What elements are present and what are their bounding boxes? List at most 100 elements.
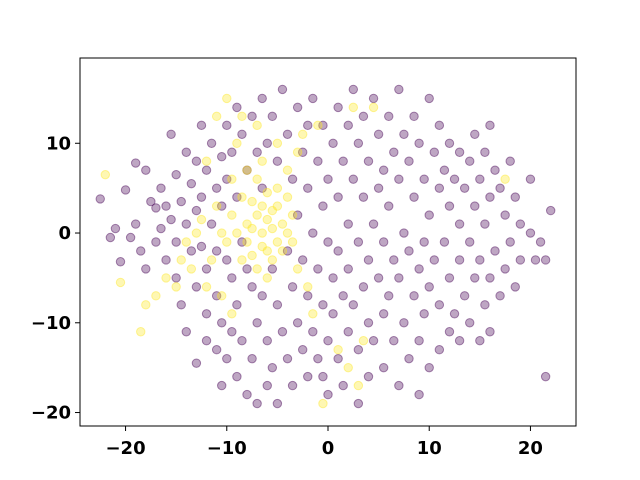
- scatter-point: [414, 264, 424, 274]
- scatter-point: [191, 228, 202, 238]
- scatter-point: [222, 174, 232, 184]
- scatter-point: [227, 174, 237, 184]
- scatter-point: [262, 246, 272, 256]
- scatter-point: [201, 282, 212, 292]
- scatter-point: [485, 192, 495, 202]
- scatter-point: [515, 219, 526, 229]
- scatter-point: [237, 111, 247, 122]
- scatter-point: [368, 93, 379, 104]
- scatter-point: [399, 129, 409, 139]
- scatter-point: [267, 205, 278, 216]
- scatter-point: [222, 120, 232, 131]
- scatter-point: [480, 219, 490, 229]
- scatter-point: [303, 120, 313, 131]
- scatter-point: [414, 138, 424, 148]
- scatter-point: [211, 201, 222, 211]
- scatter-point: [171, 282, 181, 292]
- scatter-point: [141, 165, 151, 175]
- scatter-point: [191, 156, 202, 166]
- scatter-point: [485, 327, 495, 337]
- scatter-point: [130, 158, 141, 168]
- scatter-point: [227, 327, 237, 337]
- scatter-point: [282, 353, 293, 364]
- scatter-point: [434, 300, 445, 310]
- scatter-point: [201, 165, 212, 175]
- scatter-point: [500, 174, 510, 184]
- scatter-point: [262, 187, 272, 198]
- scatter-point: [358, 336, 369, 346]
- scatter-point: [338, 380, 348, 391]
- scatter-point: [171, 273, 181, 283]
- x-tick-label: 20: [518, 438, 543, 459]
- scatter-point: [378, 362, 389, 373]
- scatter-point: [262, 273, 272, 283]
- scatter-point: [353, 138, 364, 148]
- scatter-point: [125, 232, 136, 243]
- scatter-point: [373, 183, 384, 193]
- scatter-point: [449, 174, 460, 184]
- y-tick-label: 10: [46, 133, 71, 154]
- scatter-point: [242, 165, 252, 175]
- scatter-point: [242, 264, 252, 274]
- scatter-point: [394, 380, 404, 391]
- scatter-point: [120, 185, 131, 195]
- scatter-point: [540, 255, 551, 265]
- scatter-point: [130, 219, 141, 229]
- scatter-point: [247, 111, 257, 122]
- scatter-point: [272, 300, 283, 310]
- scatter-point: [348, 300, 359, 310]
- scatter-point: [505, 237, 515, 247]
- scatter-point: [282, 165, 293, 175]
- scatter-point: [191, 205, 202, 216]
- scatter-point: [530, 255, 541, 265]
- scatter-point: [206, 138, 217, 148]
- scatter-point: [186, 264, 197, 274]
- scatter-point: [510, 192, 520, 202]
- scatter-point: [459, 183, 470, 193]
- scatter-point: [515, 255, 526, 265]
- scatter-point: [277, 219, 288, 229]
- scatter-point: [368, 102, 379, 113]
- scatter-point: [196, 241, 207, 252]
- scatter-point: [358, 282, 369, 292]
- axes-layer: −20 −10 0 10 20 −20 −10 0 10: [31, 57, 577, 459]
- scatter-point: [156, 183, 166, 193]
- scatter-point: [242, 165, 252, 175]
- scatter-point: [232, 228, 242, 238]
- scatter-point: [247, 223, 257, 234]
- scatter-point: [287, 174, 298, 184]
- scatter-point: [328, 138, 338, 148]
- x-tick-label: −20: [105, 438, 145, 459]
- scatter-point: [343, 219, 353, 229]
- x-tick-label: 0: [322, 438, 335, 459]
- scatter-point: [222, 237, 232, 247]
- scatter-point: [262, 380, 272, 391]
- scatter-point: [348, 102, 359, 113]
- scatter-point: [217, 380, 227, 391]
- scatter-point: [459, 291, 470, 301]
- scatter-point: [292, 264, 303, 274]
- scatter-point: [242, 389, 252, 400]
- scatter-point: [262, 138, 272, 148]
- scatter-point: [485, 120, 495, 131]
- scatter-point: [115, 277, 126, 288]
- scatter-point: [252, 174, 262, 184]
- scatter-point: [490, 246, 500, 256]
- scatter-point: [485, 273, 495, 283]
- scatter-point: [444, 201, 455, 211]
- scatter-point: [222, 353, 232, 364]
- scatter-point: [206, 255, 217, 265]
- scatter-point: [171, 237, 181, 247]
- scatter-point: [368, 219, 379, 229]
- scatter-point: [196, 192, 207, 202]
- scatter-point: [434, 120, 445, 131]
- scatter-point: [409, 111, 419, 122]
- scatter-point: [353, 398, 364, 409]
- scatter-point: [394, 84, 404, 95]
- scatter-point: [267, 264, 278, 274]
- scatter-point: [454, 219, 465, 229]
- scatter-point: [318, 398, 328, 409]
- scatter-point: [363, 255, 374, 265]
- scatter-point: [449, 309, 460, 319]
